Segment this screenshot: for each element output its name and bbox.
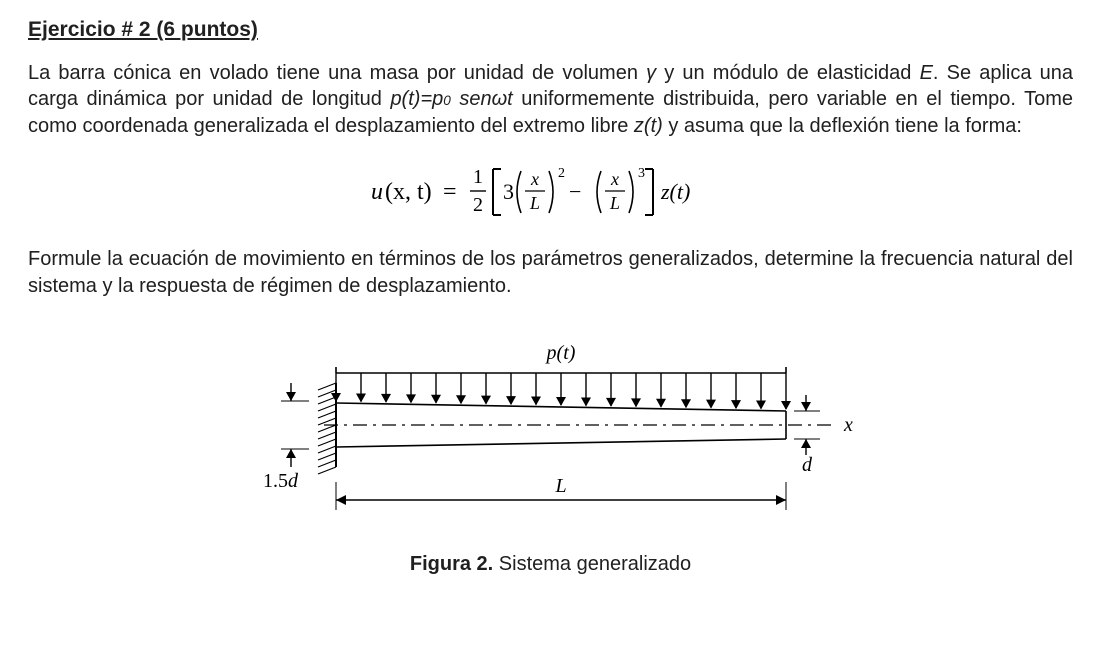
equation: u (x, t) = 1 2 3 x L xyxy=(28,155,1073,232)
eq-z: z(t) xyxy=(660,179,690,204)
p1-d: sen xyxy=(451,88,492,110)
eq-half-den: 2 xyxy=(473,194,483,216)
caption-rest: Sistema generalizado xyxy=(493,553,691,575)
paragraph-1: La barra cónica en volado tiene una masa… xyxy=(28,60,1073,139)
p1-zero: 0 xyxy=(443,93,451,108)
eq-L1: L xyxy=(528,193,539,213)
eq-lparen1 xyxy=(517,171,521,213)
p1-a: La barra cónica en volado tiene una masa… xyxy=(28,62,646,84)
eq-eq: = xyxy=(443,179,457,205)
eq-rbracket xyxy=(645,169,653,215)
figure: x p(t) 1.5d d L xyxy=(241,315,861,545)
eq-rparen1 xyxy=(549,171,553,213)
eq-args: (x, t) xyxy=(385,179,432,205)
p1-f: y asuma que la deflexión tiene la forma: xyxy=(663,115,1022,137)
caption-bold: Figura 2. xyxy=(410,553,493,575)
eq-lbracket xyxy=(493,169,501,215)
eq-x2: x xyxy=(610,169,619,189)
eq-lparen2 xyxy=(597,171,601,213)
label-d: d xyxy=(802,454,813,476)
label-L: L xyxy=(554,475,566,497)
eq-u: u xyxy=(371,179,383,205)
eq-x1: x xyxy=(530,169,539,189)
equation-svg: u (x, t) = 1 2 3 x L xyxy=(371,155,731,227)
eq-L2: L xyxy=(608,193,619,213)
exercise-title: Ejercicio # 2 (6 puntos) xyxy=(28,18,1073,42)
label-pt: p(t) xyxy=(544,342,575,364)
p1-z: z(t) xyxy=(634,115,663,137)
p1-E: E xyxy=(920,62,933,84)
eq-rparen2 xyxy=(629,171,633,213)
p1-gamma: γ xyxy=(646,62,656,84)
p1-b: y un módulo de elasticidad xyxy=(656,62,919,84)
paragraph-2: Formule la ecuación de movimiento en tér… xyxy=(28,246,1073,299)
figure-caption: Figura 2. Sistema generalizado xyxy=(28,553,1073,576)
eq-three: 3 xyxy=(503,179,514,204)
eq-exp2: 2 xyxy=(558,166,565,181)
eq-minus: − xyxy=(569,179,581,204)
eq-exp3: 3 xyxy=(638,166,645,181)
figure-svg: x p(t) 1.5d d L xyxy=(241,315,861,540)
label-x: x xyxy=(843,414,853,436)
p1-p: p(t)=p xyxy=(390,88,443,110)
eq-half-num: 1 xyxy=(473,166,483,188)
p1-omega: ω xyxy=(492,88,508,110)
label-1-5d: 1.5d xyxy=(263,470,299,492)
